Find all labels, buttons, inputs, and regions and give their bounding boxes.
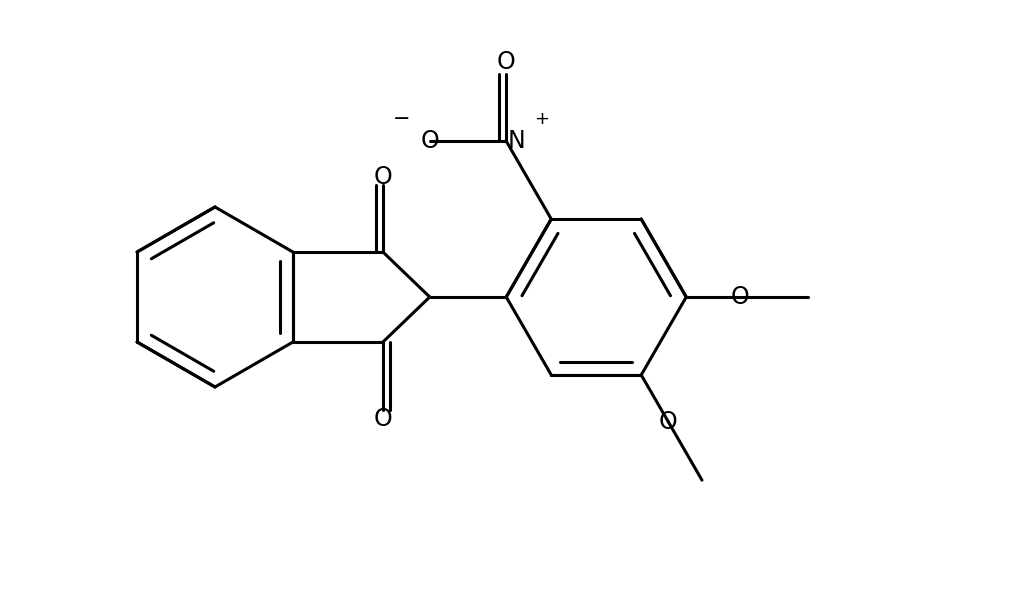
Text: O: O	[659, 410, 678, 433]
Text: O: O	[496, 50, 516, 73]
Text: O: O	[374, 407, 392, 430]
Text: +: +	[534, 110, 549, 128]
Text: O: O	[374, 165, 392, 189]
Text: −: −	[393, 109, 411, 129]
Text: O: O	[731, 285, 750, 309]
Text: O: O	[420, 129, 439, 153]
Text: N: N	[508, 129, 525, 153]
